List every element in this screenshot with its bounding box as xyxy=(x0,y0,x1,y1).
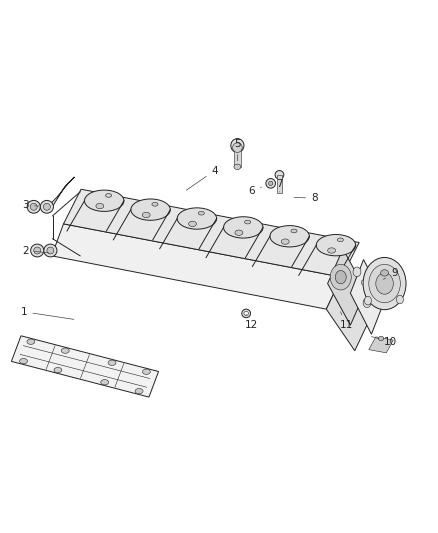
Ellipse shape xyxy=(244,311,248,316)
Ellipse shape xyxy=(316,235,356,256)
Ellipse shape xyxy=(30,204,37,211)
Ellipse shape xyxy=(281,239,289,244)
Ellipse shape xyxy=(234,164,241,169)
Polygon shape xyxy=(234,149,241,167)
Ellipse shape xyxy=(27,200,40,213)
Ellipse shape xyxy=(266,179,276,188)
Ellipse shape xyxy=(242,309,251,318)
Text: 8: 8 xyxy=(294,193,318,203)
Text: 1: 1 xyxy=(21,307,74,319)
Ellipse shape xyxy=(54,367,62,373)
Ellipse shape xyxy=(96,204,104,209)
Ellipse shape xyxy=(142,369,150,374)
Ellipse shape xyxy=(244,220,251,224)
Text: 12: 12 xyxy=(245,314,258,330)
Ellipse shape xyxy=(44,244,57,257)
Ellipse shape xyxy=(152,203,158,206)
Ellipse shape xyxy=(106,193,112,197)
Text: 5: 5 xyxy=(234,139,241,161)
Ellipse shape xyxy=(142,212,150,217)
Text: 4: 4 xyxy=(186,166,218,190)
Ellipse shape xyxy=(27,339,35,344)
Polygon shape xyxy=(369,337,393,353)
Text: 2: 2 xyxy=(22,246,49,255)
Text: 11: 11 xyxy=(339,312,353,330)
Ellipse shape xyxy=(291,229,297,233)
Ellipse shape xyxy=(376,273,393,294)
Ellipse shape xyxy=(361,280,366,285)
Ellipse shape xyxy=(364,296,371,305)
Ellipse shape xyxy=(233,143,242,152)
Ellipse shape xyxy=(353,267,361,277)
Polygon shape xyxy=(64,189,359,277)
Polygon shape xyxy=(11,336,159,397)
Ellipse shape xyxy=(223,217,263,238)
Ellipse shape xyxy=(61,348,69,353)
Ellipse shape xyxy=(40,200,53,213)
Ellipse shape xyxy=(177,208,217,229)
Ellipse shape xyxy=(363,298,371,308)
Ellipse shape xyxy=(43,204,50,211)
Ellipse shape xyxy=(378,336,384,341)
Polygon shape xyxy=(49,177,74,208)
Ellipse shape xyxy=(31,244,44,257)
Polygon shape xyxy=(326,274,371,351)
Text: 6: 6 xyxy=(248,186,261,196)
Polygon shape xyxy=(277,175,282,193)
Ellipse shape xyxy=(381,270,389,276)
Ellipse shape xyxy=(198,211,205,215)
Ellipse shape xyxy=(108,360,116,366)
Ellipse shape xyxy=(337,238,343,241)
Ellipse shape xyxy=(330,264,351,290)
Ellipse shape xyxy=(131,199,170,220)
Ellipse shape xyxy=(189,221,197,227)
Ellipse shape xyxy=(396,295,403,304)
Text: 10: 10 xyxy=(371,336,397,347)
Ellipse shape xyxy=(235,230,243,236)
Ellipse shape xyxy=(85,190,124,212)
Ellipse shape xyxy=(101,379,109,385)
Ellipse shape xyxy=(270,225,309,247)
Polygon shape xyxy=(350,260,385,334)
Polygon shape xyxy=(328,249,366,325)
Ellipse shape xyxy=(363,257,406,310)
Ellipse shape xyxy=(336,271,346,284)
Ellipse shape xyxy=(20,359,28,364)
Ellipse shape xyxy=(369,264,400,303)
Ellipse shape xyxy=(231,139,244,152)
Text: 7: 7 xyxy=(276,179,283,192)
Ellipse shape xyxy=(328,248,336,253)
Ellipse shape xyxy=(34,247,41,254)
Ellipse shape xyxy=(275,171,284,179)
Ellipse shape xyxy=(268,181,273,185)
Text: 3: 3 xyxy=(22,200,39,210)
Polygon shape xyxy=(52,224,342,309)
Text: 9: 9 xyxy=(383,268,398,279)
Ellipse shape xyxy=(47,247,54,254)
Ellipse shape xyxy=(135,389,143,394)
